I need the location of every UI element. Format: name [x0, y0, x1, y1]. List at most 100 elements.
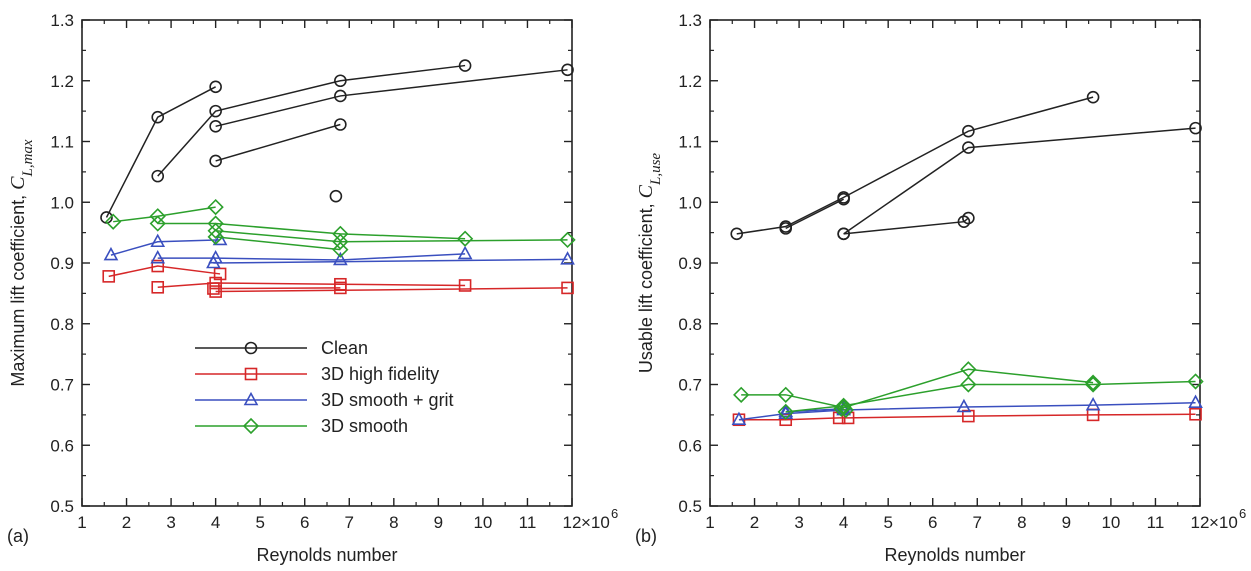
data-point	[103, 246, 119, 261]
data-point	[102, 270, 116, 283]
y-tick-label: 1.0	[50, 193, 74, 212]
data-point	[334, 281, 347, 295]
data-point	[105, 213, 122, 230]
data-point	[1189, 121, 1202, 135]
data-point	[332, 225, 349, 242]
data-point	[332, 241, 349, 258]
panel-label: (b)	[635, 526, 657, 546]
series-line	[110, 239, 221, 256]
y-tick-label: 1.0	[678, 193, 702, 212]
data-point	[150, 233, 166, 248]
legend-marker	[242, 417, 260, 435]
data-point	[334, 74, 347, 88]
x-multiplier-exponent: 6	[611, 506, 618, 521]
x-multiplier-exponent: 6	[1239, 506, 1246, 521]
series-line	[213, 287, 341, 290]
y-tick-label: 0.8	[678, 315, 702, 334]
data-point	[962, 141, 975, 154]
data-point	[212, 231, 228, 246]
x-tick-label: 8	[1017, 513, 1026, 532]
data-point	[333, 251, 348, 266]
series-line	[215, 287, 568, 293]
data-point	[457, 245, 473, 260]
data-point	[956, 398, 972, 413]
data-point	[458, 59, 472, 72]
x-tick-label: 2	[750, 513, 759, 532]
y-tick-label: 1.3	[678, 11, 702, 30]
data-point	[962, 409, 975, 423]
legend: Clean 3D high fidelity 3D smooth + grit 3D …	[195, 338, 454, 436]
data-point	[962, 211, 975, 225]
legend-label: 3D high fidelity	[321, 364, 439, 384]
x-multiplier-label: ×10	[581, 513, 610, 532]
x-tick-label: 10	[473, 513, 492, 532]
data-point	[559, 231, 576, 249]
series-3d-smooth-grit	[103, 231, 575, 269]
legend-label: 3D smooth	[321, 416, 408, 436]
x-tick-label: 9	[1062, 513, 1071, 532]
data-point	[1189, 407, 1202, 421]
x-tick-label: 5	[255, 513, 264, 532]
data-point	[962, 124, 975, 138]
data-point	[151, 280, 165, 294]
series-line	[157, 253, 466, 261]
x-tick-label: 12	[1191, 513, 1210, 532]
y-tick-label: 0.6	[50, 436, 74, 455]
data-point	[960, 376, 977, 393]
x-tick-label: 6	[300, 513, 309, 532]
data-point	[779, 222, 793, 235]
series-line	[157, 64, 466, 177]
series-line	[157, 222, 466, 240]
x-tick-label: 6	[928, 513, 937, 532]
data-point	[332, 233, 349, 250]
y-axis-title: Usable lift coefficient, CL,use	[635, 153, 664, 374]
series-line	[785, 380, 1196, 413]
x-axis-title: Reynolds number	[256, 545, 397, 565]
data-point	[777, 386, 794, 403]
data-point	[1084, 376, 1102, 393]
y-tick-label: 0.6	[678, 436, 702, 455]
y-tick-label: 0.5	[50, 497, 74, 516]
data-point	[334, 89, 347, 103]
series-3d-smooth	[733, 361, 1204, 420]
data-point	[209, 104, 222, 118]
legend-label: Clean	[321, 338, 368, 358]
x-tick-label: 4	[211, 513, 220, 532]
series-3d-high-fidelity	[102, 259, 574, 298]
series-clean	[730, 90, 1202, 241]
data-point	[837, 192, 850, 206]
series-line	[215, 123, 341, 162]
data-point	[150, 249, 166, 264]
x-tick-label: 11	[1147, 513, 1165, 532]
series-line	[113, 206, 216, 223]
x-tick-label: 9	[434, 513, 443, 532]
x-tick-label: 1	[77, 513, 86, 532]
data-point	[1086, 90, 1100, 104]
y-tick-label: 0.9	[678, 254, 702, 273]
data-point	[329, 189, 343, 203]
x-tick-label: 7	[345, 513, 354, 532]
x-tick-label: 3	[166, 513, 175, 532]
data-point	[561, 281, 574, 295]
x-tick-label: 8	[389, 513, 398, 532]
x-tick-label: 4	[839, 513, 848, 532]
panels-layer: 1 2 3 4 5 6 7 8 9 10 11 12 ×10 60.50.60.70.80.91.01.1…	[7, 11, 1246, 565]
data-point	[1085, 396, 1101, 411]
legend-marker	[244, 367, 258, 381]
y-tick-label: 1.3	[50, 11, 74, 30]
data-point	[837, 227, 850, 241]
legend-marker	[243, 391, 259, 406]
y-tick-label: 1.2	[678, 72, 702, 91]
data-point	[837, 401, 854, 419]
data-point	[213, 267, 227, 281]
x-tick-label: 1	[705, 513, 714, 532]
series-line	[741, 368, 1094, 409]
data-point	[207, 198, 224, 216]
data-point	[207, 282, 220, 295]
x-tick-label: 10	[1101, 513, 1120, 532]
data-point	[209, 120, 222, 133]
series-line	[841, 408, 847, 411]
y-tick-label: 0.5	[678, 497, 702, 516]
data-point	[1187, 373, 1204, 390]
data-point	[151, 259, 165, 273]
